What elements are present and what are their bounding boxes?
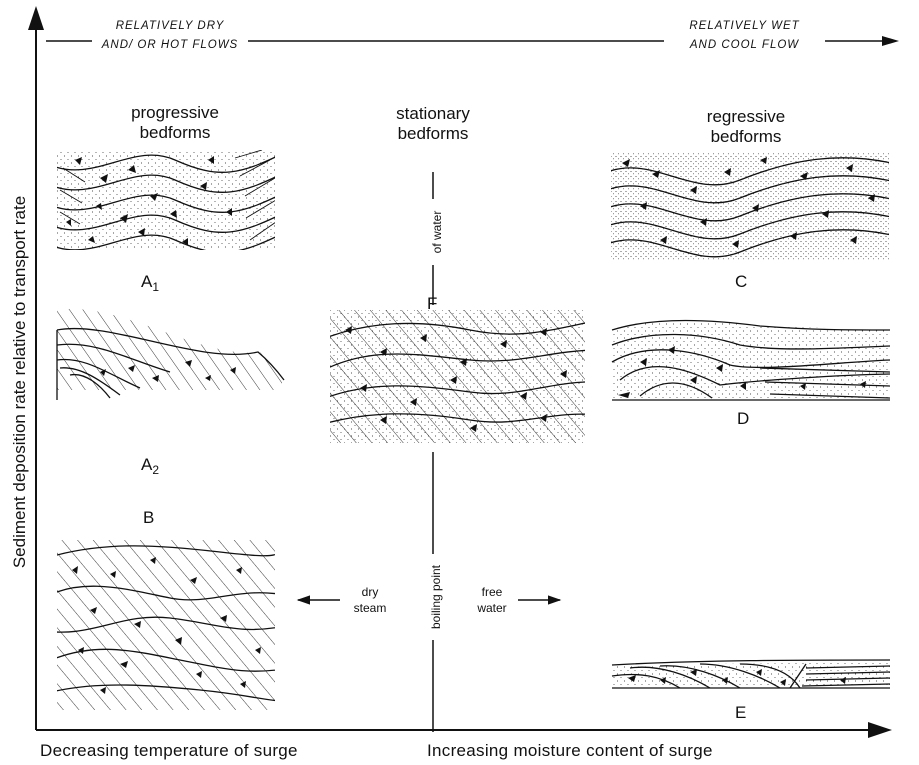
x-axis-label-right: Increasing moisture content of surge (427, 741, 713, 760)
label-b: B (143, 508, 155, 527)
top-right-caption-line-1: RELATIVELY WET (689, 20, 800, 32)
label-a2-letter: A (141, 455, 153, 474)
top-right-caption-line-2: AND COOL FLOW (689, 39, 800, 51)
panel-a2 (56, 308, 285, 400)
top-left-caption-line-1: RELATIVELY DRY (115, 20, 225, 32)
x-axis-label-left: Decreasing temperature of surge (40, 741, 298, 760)
label-a1-subscript: 1 (152, 280, 160, 294)
label-a1: A1 (141, 272, 159, 294)
regressive-heading-line-2: bedforms (710, 127, 782, 146)
top-right-caption: RELATIVELY WET AND COOL FLOW (664, 17, 825, 55)
top-left-caption-line-2: AND/ OR HOT FLOWS (101, 39, 239, 51)
dry-steam-line-1: dry (361, 585, 379, 599)
label-f: F (427, 294, 438, 313)
free-water-line-1: free (481, 585, 503, 599)
progressive-heading-line-1: progressive (131, 103, 219, 122)
regressive-heading-line-1: regressive (706, 107, 786, 126)
dry-steam-line-2: steam (353, 601, 387, 615)
y-axis (28, 6, 44, 730)
stationary-heading: stationary bedforms (383, 104, 483, 144)
free-water-line-2: water (477, 601, 507, 615)
y-axis-label: Sediment deposition rate relative to tra… (10, 195, 29, 569)
label-e: E (735, 703, 747, 722)
x-axis (36, 722, 892, 738)
dry-steam-label: dry steam (345, 584, 395, 616)
label-a2-subscript: 2 (152, 463, 160, 477)
top-guide-line (46, 36, 899, 46)
progressive-heading-line-2: bedforms (139, 123, 211, 142)
top-left-caption: RELATIVELY DRY AND/ OR HOT FLOWS (92, 17, 248, 55)
panel-a1 (57, 150, 275, 250)
panel-b (57, 540, 275, 710)
panel-c (611, 152, 889, 260)
label-d: D (737, 409, 750, 428)
stationary-heading-line-2: bedforms (397, 124, 469, 143)
panel-e (611, 659, 891, 689)
panel-f (330, 310, 585, 443)
boiling-point-label: boiling point (429, 554, 443, 640)
label-c: C (735, 272, 748, 291)
panel-d (611, 319, 891, 401)
label-a1-letter: A (141, 272, 153, 291)
progressive-heading: progressive bedforms (120, 103, 230, 143)
regressive-heading: regressive bedforms (696, 107, 796, 147)
stationary-heading-line-1: stationary (396, 104, 470, 123)
label-a2: A2 (141, 455, 159, 477)
free-water-label: free water (467, 584, 517, 616)
of-water-label: of water (430, 199, 444, 265)
